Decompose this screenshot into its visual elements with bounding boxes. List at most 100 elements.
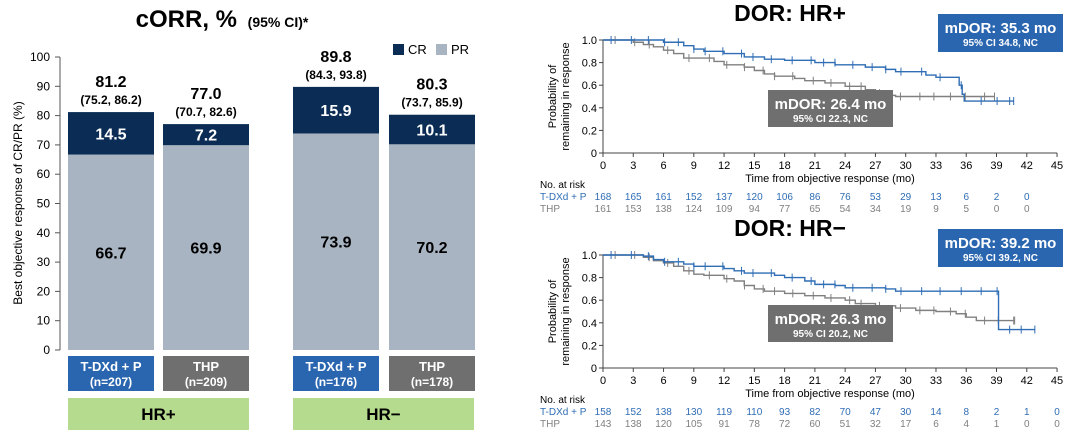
at-risk-value: 60: [809, 419, 821, 430]
at-risk-value: 161: [655, 192, 672, 203]
km-y-tick-label: 0.2: [582, 340, 597, 352]
at-risk-value: 137: [716, 192, 733, 203]
at-risk-value: 34: [870, 204, 882, 215]
at-risk-value: 124: [685, 204, 702, 215]
at-risk-value: 109: [716, 204, 733, 215]
at-risk-value: 110: [746, 407, 762, 418]
at-risk-value: 161: [595, 204, 612, 215]
bar-chart-title-main: cORR, %: [136, 6, 237, 33]
km-x-tick-label: 18: [778, 160, 790, 172]
y-tick-label: 90: [37, 79, 51, 93]
km-x-tick-label: 45: [1051, 160, 1063, 172]
y-tick-label: 40: [37, 226, 51, 240]
bar-pr-segment: [293, 133, 379, 350]
km-x-tick-label: 42: [1021, 160, 1033, 172]
arm-label-box: [68, 356, 154, 391]
at-risk-value: 1: [1024, 407, 1030, 418]
km-x-tick-label: 36: [960, 160, 972, 172]
km-x-tick-label: 9: [691, 375, 697, 387]
legend-label-cr: CR: [408, 42, 427, 57]
at-risk-value: 29: [900, 192, 912, 203]
bar-cr-segment: [68, 112, 154, 155]
km-x-tick-label: 0: [600, 375, 606, 387]
arm-name: THP: [419, 359, 445, 374]
km-y-tick-label: 0: [591, 148, 597, 160]
km-title: DOR: HR−: [734, 215, 846, 241]
km-y-tick-label: 0.8: [582, 58, 597, 70]
km-y-label-line1: Probability of: [547, 64, 559, 129]
bar-y-axis-label: Best objective response of CR/PR (%): [11, 101, 25, 304]
at-risk-value: 93: [779, 407, 791, 418]
total-value-label: 89.8: [320, 49, 351, 66]
at-risk-value: 105: [685, 419, 702, 430]
y-tick-label: 50: [37, 197, 51, 211]
median-annotation-box: [768, 305, 893, 342]
ci-label: (75.2, 86.2): [80, 93, 141, 107]
median-dor-label: mDOR: 35.3 mo: [945, 20, 1057, 37]
median-dor-label: mDOR: 26.3 mo: [775, 311, 887, 328]
legend-swatch-pr: [436, 44, 447, 55]
km-y-tick-label: 0.6: [582, 295, 597, 307]
pr-value-label: 66.7: [95, 245, 126, 262]
at-risk-value: 47: [870, 407, 882, 418]
km-x-tick-label: 24: [839, 375, 851, 387]
median-dor-label: mDOR: 39.2 mo: [945, 235, 1057, 252]
km-x-tick-label: 42: [1021, 375, 1033, 387]
at-risk-value: 106: [776, 192, 793, 203]
group-label: HR+: [141, 405, 176, 424]
pr-value-label: 70.2: [416, 240, 447, 257]
km-x-tick-label: 33: [930, 160, 942, 172]
at-risk-value: 53: [870, 192, 882, 203]
at-risk-value: 168: [595, 192, 612, 203]
at-risk-value: 119: [716, 407, 732, 418]
km-x-tick-label: 45: [1051, 375, 1063, 387]
km-x-tick-label: 3: [630, 375, 636, 387]
km-x-tick-label: 39: [990, 375, 1002, 387]
km-x-tick-label: 27: [869, 160, 881, 172]
legend-label-pr: PR: [451, 42, 469, 57]
km-y-tick-label: 0.8: [582, 273, 597, 285]
arm-name: THP: [193, 359, 219, 374]
ci-label: (73.7, 85.9): [401, 96, 462, 110]
at-risk-value: 0: [1054, 407, 1060, 418]
km-y-tick-label: 0.4: [582, 103, 597, 115]
at-risk-value: 6: [963, 192, 969, 203]
at-risk-value: 0: [994, 204, 1000, 215]
at-risk-value: 152: [625, 407, 642, 418]
arm-name: T-DXd + P: [80, 359, 141, 374]
at-risk-value: 94: [749, 204, 761, 215]
bar-pr-segment: [389, 144, 475, 350]
group-label-box: [293, 398, 474, 430]
median-annotation-box: [938, 14, 1063, 52]
median-ci-label: 95% CI 34.8, NC: [963, 38, 1038, 49]
at-risk-value: 0: [1024, 192, 1030, 203]
km-x-tick-label: 24: [839, 160, 851, 172]
arm-label-box: [293, 356, 379, 391]
km-x-tick-label: 6: [660, 160, 666, 172]
at-risk-value: 120: [746, 192, 763, 203]
at-risk-value: 72: [779, 419, 791, 430]
bar-pr-segment: [163, 145, 249, 350]
median-dor-label: mDOR: 26.4 mo: [775, 96, 887, 113]
median-annotation-box: [938, 229, 1063, 267]
arm-label-box: [163, 356, 249, 391]
median-annotation-box: [768, 90, 893, 127]
at-risk-value: 0: [1024, 419, 1030, 430]
total-value-label: 81.2: [95, 74, 126, 91]
km-plot-hr-negative: DOR: HR− Probability of remaining in respo…: [540, 215, 1063, 430]
km-y-tick-label: 1.0: [582, 250, 597, 262]
at-risk-value: 54: [840, 204, 852, 215]
cr-value-label: 10.1: [416, 123, 447, 140]
km-x-tick-label: 39: [990, 160, 1002, 172]
km-y-label-line2: remaining in response: [560, 42, 572, 150]
legend-swatch-cr: [393, 44, 404, 55]
at-risk-value: 2: [994, 192, 1000, 203]
km-y-tick-label: 1.0: [582, 35, 597, 47]
at-risk-row-label: THP: [540, 204, 560, 215]
ci-label: (84.3, 93.8): [305, 68, 366, 82]
at-risk-value: 165: [625, 192, 642, 203]
bar-legend: CR PR: [393, 42, 469, 57]
at-risk-value: 130: [685, 407, 702, 418]
at-risk-value: 14: [930, 407, 942, 418]
